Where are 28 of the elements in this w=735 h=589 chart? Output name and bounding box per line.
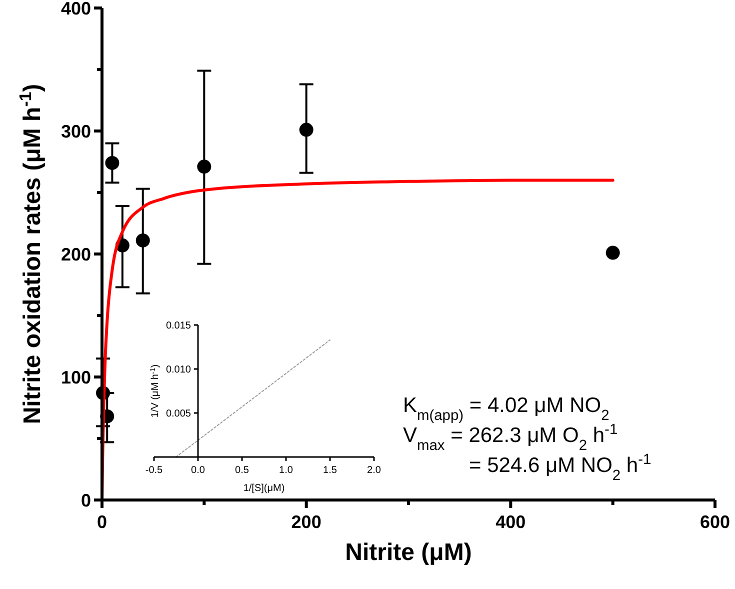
x-tick-label: -0.5 [145,465,164,476]
y-tick-label: 100 [60,367,91,388]
point [299,122,314,137]
y-tick-label: 200 [60,244,91,264]
x-axis-title: 1/[S](μM) [243,483,285,494]
x-tick-label: 0.5 [235,465,250,476]
x-tick-label: 0.0 [191,465,206,476]
point [606,246,620,260]
x-tick-label: 1.5 [323,465,338,476]
point [136,233,150,248]
annotation: = 524.6 μM NO$_{2}$ h$^{-1}$ [469,452,652,484]
y-tick-label: 400 [60,0,91,18]
x-tick-label: 0 [96,512,108,532]
x-tick-label: 1.0 [279,465,294,476]
x-axis-title: Nitrite (μM) [345,539,472,566]
point [105,156,120,170]
x-tick-label: 400 [496,512,526,532]
x-tick-label: 2.0 [367,465,382,476]
y-tick-label: 0.005 [166,408,192,420]
y-tick-label: 0.010 [166,364,192,376]
point [197,160,212,174]
x-tick-label: 600 [700,512,730,532]
annotation: K$_{m(app)}$ = 4.02 μM NO$_{2}$ [403,394,610,424]
x-tick-label: 200 [291,512,322,532]
y-tick-label: 0.015 [166,320,192,332]
y-tick-label: 0 [80,490,91,510]
y-tick-label: 300 [60,121,91,142]
annotation: V$_{max}$ = 262.3 μM O$_{2}$ h$^{-1}$ [403,422,618,454]
